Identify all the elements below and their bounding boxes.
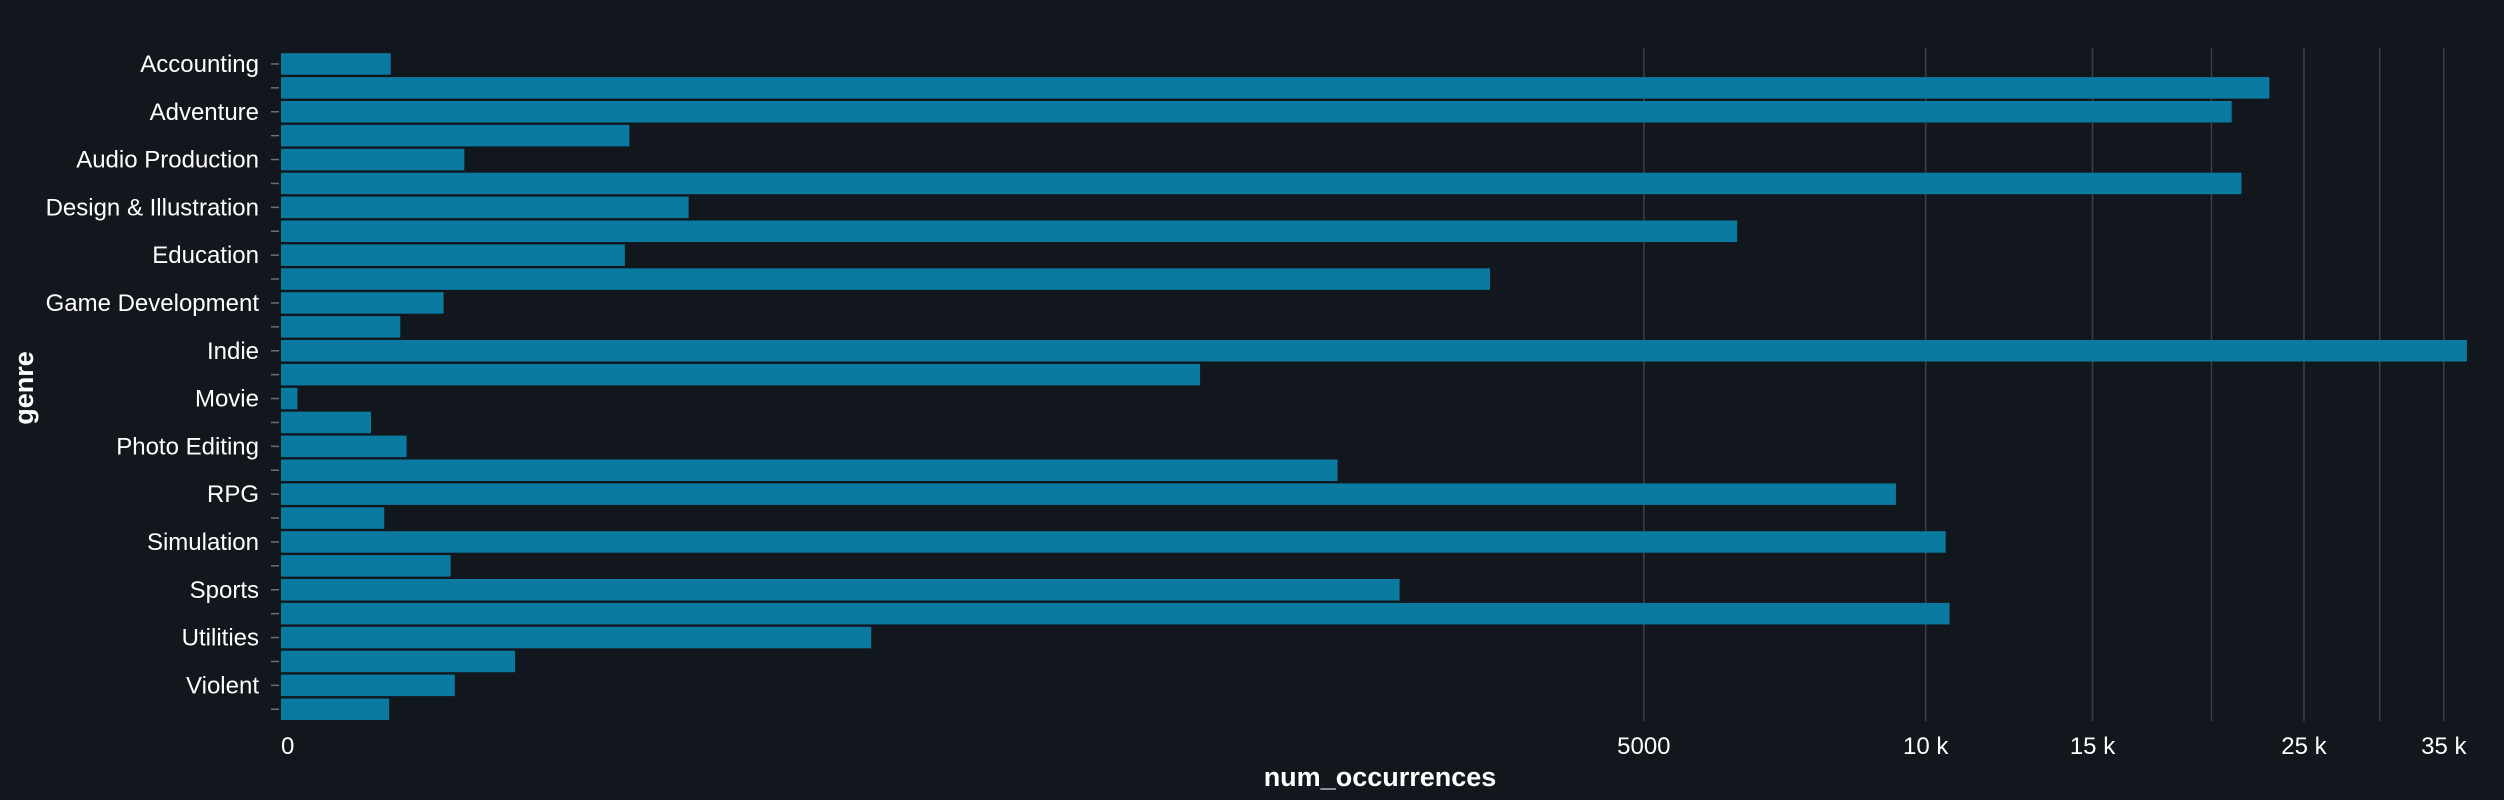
bar: [281, 435, 407, 458]
y-tick-label: Accounting: [140, 51, 259, 78]
bar: [281, 602, 1950, 625]
bar: [281, 316, 401, 338]
bar: [281, 220, 1738, 242]
bar: [281, 172, 2242, 195]
bar: [281, 101, 2232, 123]
x-tick-label: 25 k: [2281, 733, 2327, 760]
bar: [281, 459, 1338, 481]
y-tick-label: Audio Production: [76, 147, 259, 174]
y-tick-label: RPG: [207, 481, 259, 508]
x-tick-label: 10 k: [1903, 733, 1949, 760]
x-tick-label: 5000: [1617, 733, 1670, 760]
bar: [281, 124, 630, 147]
bar: [281, 148, 465, 171]
axis-layer: Accounting Adventure Audio Production Desig…: [46, 51, 2468, 760]
bar: [281, 340, 2467, 362]
y-tick-label: Movie: [195, 386, 259, 413]
bar: [281, 507, 385, 529]
bar: [281, 626, 872, 649]
x-tick-label: 35 k: [2421, 733, 2467, 760]
x-axis-title: num_occurrences: [1264, 762, 1497, 792]
bar: [281, 292, 444, 314]
bar: [281, 387, 298, 410]
bar: [281, 411, 371, 434]
y-tick-label: Design & Illustration: [46, 194, 259, 221]
grid-layer: [1643, 48, 2445, 722]
x-tick-label: 15 k: [2070, 733, 2116, 760]
bar: [281, 674, 455, 697]
x-tick-label: 0: [281, 733, 294, 760]
bar: [281, 53, 391, 75]
bar: [281, 268, 1491, 290]
bar: [281, 196, 689, 219]
y-tick-label: Adventure: [150, 99, 259, 126]
bar-layer: [281, 53, 2467, 720]
y-tick-label: Sports: [190, 577, 259, 604]
bar: [281, 363, 1201, 386]
bar: [281, 244, 625, 266]
bar: [281, 483, 1896, 505]
bar: [281, 650, 516, 673]
bar: [281, 579, 1400, 601]
y-tick-label: Indie: [207, 338, 259, 365]
y-tick-label: Photo Editing: [116, 433, 259, 460]
bar: [281, 555, 451, 577]
y-tick-label: Education: [152, 242, 259, 269]
y-tick-label: Simulation: [147, 529, 259, 556]
y-tick-label: Utilities: [182, 625, 259, 652]
bar: [281, 77, 2270, 99]
y-tick-label: Game Development: [46, 290, 260, 317]
bar: [281, 698, 390, 720]
y-tick-label: Violent: [186, 672, 259, 699]
y-axis-title: genre: [9, 351, 39, 425]
bar: [281, 531, 1946, 553]
